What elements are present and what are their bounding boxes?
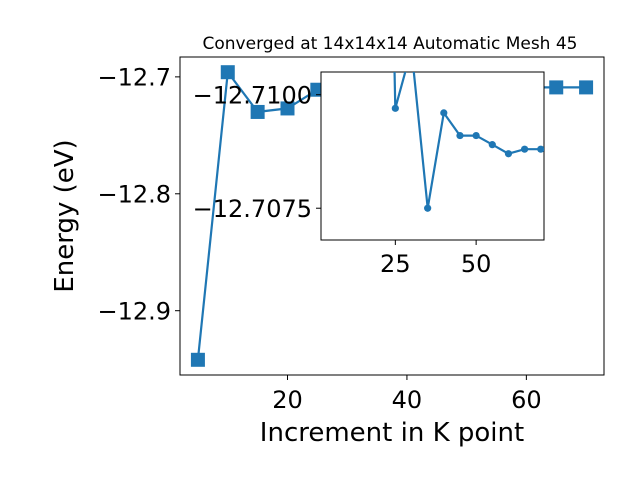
main-x-tick-label: 60 — [511, 386, 542, 414]
main-data-point — [280, 101, 295, 116]
inset-data-point — [504, 150, 513, 158]
main-y-ticks: −12.9 −12.8 −12.7 — [97, 64, 180, 325]
main-data-point — [549, 80, 564, 95]
main-y-tick-label: −12.9 — [97, 297, 171, 325]
inset-y-tick-label: −12.7100 — [193, 81, 312, 109]
inset-data-point — [391, 104, 399, 112]
inset-x-tick-label: 25 — [380, 250, 411, 278]
main-data-point — [190, 352, 205, 367]
inset-data-point — [488, 141, 496, 149]
inset-data-point — [440, 109, 448, 117]
inset-data-point — [537, 145, 544, 153]
main-x-ticks: 20 40 60 — [272, 375, 542, 414]
inset-data-point — [456, 131, 464, 140]
inset-data-point — [424, 204, 432, 212]
inset-series-markers — [391, 104, 544, 212]
inset-x-tick-label: 50 — [461, 250, 492, 278]
main-data-point — [579, 80, 594, 95]
main-y-tick-label: −12.8 — [97, 180, 171, 208]
main-y-tick-label: −12.7 — [97, 64, 171, 92]
main-x-tick-label: 20 — [272, 386, 303, 414]
chart-title: Converged at 14x14x14 Automatic Mesh 45 — [203, 34, 578, 54]
main-data-point — [250, 104, 265, 119]
inset-y-ticks: −12.7100 −12.7075 — [193, 81, 321, 223]
main-data-point — [220, 65, 235, 80]
x-axis-label: Increment in K point — [260, 418, 524, 448]
inset-data-point — [472, 131, 480, 140]
main-x-tick-label: 40 — [392, 386, 423, 414]
inset-x-ticks: 25 50 — [380, 240, 491, 278]
inset-y-tick-label: −12.7075 — [193, 195, 312, 223]
inset-axes: 25 50 −12.7100 −12.7075 — [193, 71, 545, 278]
y-axis-label: Energy (eV) — [50, 139, 80, 292]
inset-data-point — [521, 145, 529, 153]
